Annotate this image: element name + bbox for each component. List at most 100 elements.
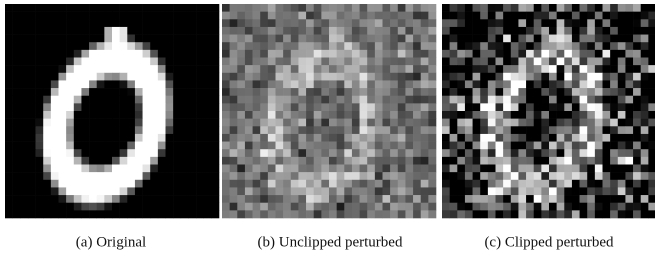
pixel (488, 142, 496, 150)
pixel (245, 157, 253, 165)
pixel (428, 96, 436, 104)
pixel (648, 157, 655, 165)
pixel (237, 42, 245, 50)
pixel (245, 203, 253, 211)
pixel (89, 111, 97, 119)
pixel (367, 50, 375, 58)
pixel (526, 187, 534, 195)
pixel (28, 96, 36, 104)
pixel (306, 27, 314, 35)
pixel (13, 126, 21, 134)
pixel (135, 210, 143, 218)
pixel (150, 142, 158, 150)
pixel (390, 134, 398, 142)
pixel (36, 27, 44, 35)
pixel (352, 73, 360, 81)
pixel (89, 73, 97, 81)
pixel (534, 134, 542, 142)
pixel (534, 35, 542, 43)
pixel (618, 96, 626, 104)
pixel (81, 19, 89, 27)
pixel (421, 42, 429, 50)
pixel (549, 88, 557, 96)
pixel (541, 19, 549, 27)
pixel (480, 111, 488, 119)
pixel (405, 126, 413, 134)
pixel (641, 142, 649, 150)
pixel (211, 73, 219, 81)
pixel (610, 50, 618, 58)
pixel (457, 103, 465, 111)
pixel (367, 134, 375, 142)
pixel (518, 195, 526, 203)
pixel (36, 134, 44, 142)
pixel (367, 210, 375, 218)
pixel (367, 58, 375, 66)
pixel (465, 195, 473, 203)
pixel (173, 149, 181, 157)
pixel (360, 126, 368, 134)
pixel (74, 172, 82, 180)
pixel (173, 50, 181, 58)
pixel (181, 50, 189, 58)
pixel (20, 119, 28, 127)
pixel (633, 80, 641, 88)
pixel (222, 157, 230, 165)
pixel (283, 96, 291, 104)
pixel (173, 80, 181, 88)
pixel (473, 35, 481, 43)
pixel (398, 111, 406, 119)
pixel (488, 111, 496, 119)
pixel (196, 35, 204, 43)
pixel (230, 103, 238, 111)
pixel (526, 172, 534, 180)
pixel (120, 88, 128, 96)
pixel (480, 149, 488, 157)
pixel (321, 80, 329, 88)
pixel (166, 96, 174, 104)
pixel (181, 142, 189, 150)
pixel (618, 172, 626, 180)
pixel (314, 12, 322, 20)
pixel (421, 96, 429, 104)
pixel (13, 65, 21, 73)
pixel (173, 142, 181, 150)
pixel (51, 111, 59, 119)
pixel (89, 4, 97, 12)
pixel (89, 210, 97, 218)
pixel (120, 27, 128, 35)
pixel (81, 65, 89, 73)
pixel (89, 165, 97, 173)
pixel (375, 88, 383, 96)
pixel (421, 19, 429, 27)
pixel (375, 35, 383, 43)
pixel (173, 35, 181, 43)
pixel (618, 119, 626, 127)
pixel (344, 134, 352, 142)
pixel (158, 96, 166, 104)
pixel (20, 73, 28, 81)
pixel (196, 96, 204, 104)
pixel (196, 210, 204, 218)
pixel (97, 27, 105, 35)
pixel (610, 19, 618, 27)
pixel (112, 88, 120, 96)
pixel (59, 42, 67, 50)
pixel (633, 58, 641, 66)
pixel (120, 80, 128, 88)
pixel (526, 134, 534, 142)
pixel (66, 126, 74, 134)
pixel (245, 172, 253, 180)
pixel (413, 4, 421, 12)
pixel (104, 134, 112, 142)
pixel (51, 4, 59, 12)
pixel (306, 195, 314, 203)
pixel (20, 172, 28, 180)
pixel (89, 172, 97, 180)
pixel (534, 165, 542, 173)
pixel (610, 165, 618, 173)
pixel (625, 134, 633, 142)
pixel (633, 149, 641, 157)
pixel (367, 187, 375, 195)
pixel (97, 111, 105, 119)
